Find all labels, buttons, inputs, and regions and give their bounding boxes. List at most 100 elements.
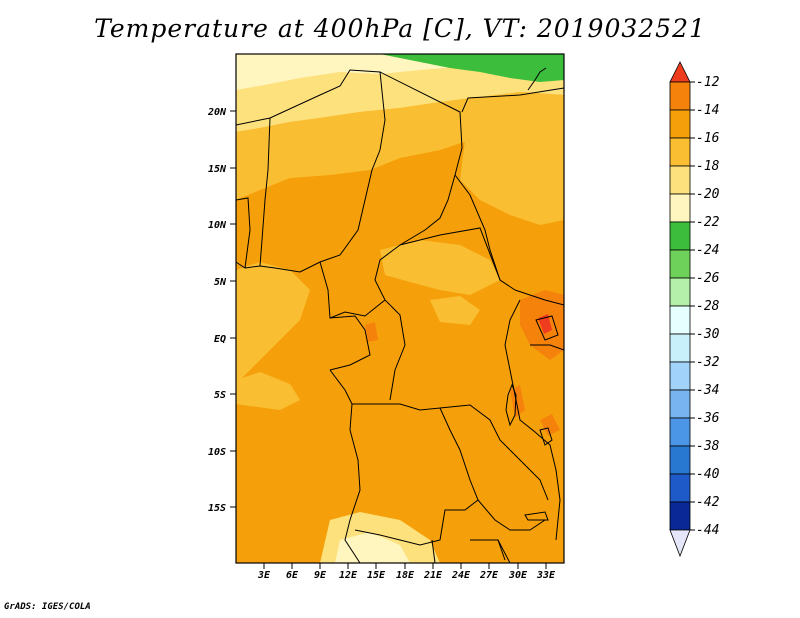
colorbar-label: -44 [696, 523, 719, 538]
colorbar-box [669, 221, 691, 251]
field-west-patch [236, 372, 300, 410]
temperature-field [236, 54, 564, 563]
border-line [514, 289, 565, 306]
colorbar-label: -30 [696, 327, 720, 342]
lon-tick-label: 3E [257, 570, 271, 581]
field-north-pale [236, 54, 470, 90]
border-line [259, 117, 271, 267]
field-central-lighter [380, 240, 500, 295]
lat-tick-label: 10N [208, 220, 227, 231]
lon-tick-label: 18E [396, 570, 415, 581]
lon-tick-label: 12E [339, 570, 358, 581]
colorbar-label: -38 [696, 439, 720, 454]
lake-outline [535, 315, 559, 341]
country-borders [235, 67, 565, 564]
lon-tick-label: 9E [314, 570, 327, 581]
lat-tick: 10S [208, 447, 236, 458]
field-wcoast-lighter [236, 262, 310, 380]
lon-tick-label: 24E [451, 570, 471, 581]
lat-tick: 5N [214, 277, 236, 288]
colorbar-box [669, 389, 691, 419]
colorbar-box [669, 417, 691, 447]
lon-tick: 21E [423, 563, 443, 581]
colorbar-box [669, 109, 691, 139]
lon-tick: 9E [314, 563, 327, 581]
colorbar-label: -40 [696, 467, 720, 482]
field-warm-small2 [540, 414, 560, 436]
lat-tick-label: 15N [208, 164, 227, 175]
lat-tick: 5S [214, 390, 236, 401]
colorbar-boxes [669, 81, 691, 531]
colorbar-box [669, 81, 691, 111]
border-line [235, 197, 251, 269]
colorbar-label: -32 [696, 355, 720, 370]
field-north-green [380, 54, 564, 82]
coast-line [527, 67, 547, 91]
lat-tick-label: 5N [214, 277, 227, 288]
colorbar-label: -24 [696, 243, 719, 258]
colorbar-labels: -12 -14 -16 -18 -20 -22 -24 -26 -28 -30 -32 -34 -36 -… [690, 75, 720, 538]
chart-title: Temperature at 400hPa [C], VT: 201903252… [94, 14, 706, 43]
field-warm-small1 [510, 385, 525, 418]
colorbar-box [669, 305, 691, 335]
lat-axis: 20N 15N 10N 5N EQ 5S 10S 15S [207, 107, 236, 514]
field-central-patch2 [430, 296, 480, 325]
lat-tick-label: EQ [214, 334, 226, 345]
lon-tick: 3E [257, 563, 271, 581]
lat-tick-label: 15S [208, 503, 226, 514]
lon-tick-label: 6E [286, 570, 299, 581]
lat-tick: 10N [208, 220, 236, 231]
lat-tick: 20N [207, 107, 236, 118]
border-line [504, 299, 561, 541]
lake-outline [539, 427, 553, 446]
border-line [235, 69, 386, 273]
colorbar-box [669, 333, 691, 363]
colorbar-label: -16 [696, 131, 720, 146]
field-east-lighter [460, 92, 564, 225]
lon-tick-label: 21E [423, 570, 443, 581]
border-line [431, 539, 436, 564]
colorbar-box [669, 137, 691, 167]
colorbar-box [669, 165, 691, 195]
colorbar-label: -22 [696, 215, 720, 230]
border-line [329, 299, 386, 319]
lon-tick: 15E [367, 563, 386, 581]
colorbar-label: -20 [696, 187, 720, 202]
lon-tick: 12E [339, 563, 358, 581]
lat-tick-label: 20N [207, 107, 227, 118]
lat-tick-label: 10S [208, 447, 226, 458]
lon-axis: 3E 6E 9E 12E 15E 18E 21E 24E [257, 563, 556, 581]
colorbar-box [669, 277, 691, 307]
credit-text: GrADS: IGES/COLA [4, 602, 91, 612]
colorbar-box [669, 445, 691, 475]
lat-tick: 15N [208, 164, 236, 175]
border-line [329, 369, 361, 564]
lon-tick-label: 15E [367, 570, 386, 581]
colorbar-box [669, 501, 691, 531]
field-nw-lighter [236, 98, 470, 200]
lon-tick: 24E [451, 563, 471, 581]
colorbar-label: -28 [696, 299, 720, 314]
lake-outline [524, 511, 549, 521]
border-line [439, 404, 549, 501]
lon-tick: 30E [508, 563, 528, 581]
colorbar-label: -12 [696, 75, 720, 90]
lon-tick: 27E [479, 563, 499, 581]
map-frame [235, 53, 565, 564]
lat-tick: 15S [208, 503, 236, 514]
border-line [530, 344, 565, 351]
colorbar-box [669, 473, 691, 503]
colorbar-box [669, 249, 691, 279]
field-warm-small3 [365, 322, 378, 342]
lon-tick: 6E [286, 563, 299, 581]
border-line [399, 227, 501, 281]
colorbar-label: -14 [696, 103, 719, 118]
colorbar-label: -18 [696, 159, 720, 174]
field-south-pale [335, 532, 410, 563]
lat-tick-label: 5S [214, 390, 226, 401]
border-line [477, 499, 546, 531]
colorbar-bottom-arrow [669, 529, 691, 558]
colorbar-box [669, 361, 691, 391]
lon-tick-label: 27E [479, 570, 499, 581]
border-line [454, 174, 516, 291]
